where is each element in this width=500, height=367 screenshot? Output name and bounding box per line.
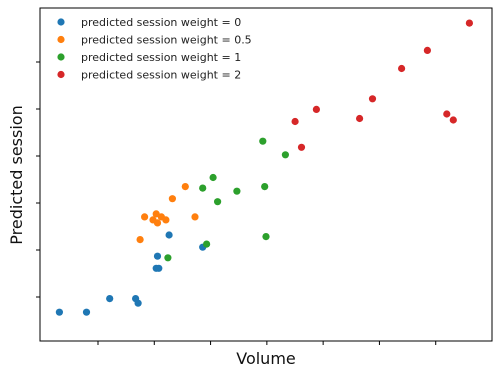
legend-label: predicted session weight = 0.5: [81, 34, 252, 47]
scatter-point-series-1: [153, 219, 162, 227]
legend-label: predicted session weight = 2: [81, 69, 241, 82]
y-axis-label: Predicted session: [7, 105, 26, 244]
scatter-point-series-2: [262, 233, 270, 241]
scatter-point-series-1: [141, 213, 149, 221]
legend: predicted session weight = 0 predicted se…: [57, 16, 252, 82]
scatter-point-series-3: [398, 64, 406, 73]
scatter-point-series-2: [259, 137, 267, 145]
scatter-point-series-3: [356, 114, 364, 123]
legend-marker: [57, 70, 65, 79]
scatter-point-series-0: [155, 264, 163, 272]
scatter-point-series-2: [214, 198, 222, 206]
scatter-point-series-0: [165, 231, 173, 239]
scatter-point-series-2: [233, 187, 241, 195]
scatter-point-series-3: [443, 110, 451, 118]
scatter-point-series-3: [368, 95, 377, 103]
axis-ticks: [36, 61, 437, 345]
plot-frame: [39, 7, 493, 342]
scatter-point-series-2: [164, 254, 172, 262]
scatter-point-series-1: [162, 216, 170, 224]
scatter-point-series-3: [423, 46, 431, 55]
scatter-point-series-1: [168, 195, 176, 203]
x-axis-label: Volume: [236, 349, 296, 367]
legend-marker: [57, 18, 65, 26]
legend-label: predicted session weight = 1: [81, 51, 241, 64]
scatter-point-series-2: [199, 184, 207, 192]
legend-label: predicted session weight = 0: [81, 16, 241, 29]
legend-marker: [57, 35, 65, 44]
scatter-point-series-3: [312, 105, 320, 113]
scatter-point-series-0: [55, 308, 64, 316]
scatter-point-series-2: [209, 173, 217, 182]
scatter-point-series-3: [465, 19, 473, 27]
scatter-point-series-3: [297, 143, 306, 151]
scatter-point-series-3: [291, 117, 299, 126]
scatter-point-series-1: [181, 183, 189, 191]
scatter-point-series-0: [106, 295, 114, 303]
data-points: [55, 19, 473, 316]
scatter-point-series-0: [153, 252, 162, 260]
scatter-point-series-3: [449, 116, 457, 124]
scatter-point-series-2: [261, 183, 269, 191]
scatter-point-series-0: [82, 308, 91, 316]
scatter-point-series-2: [281, 151, 289, 159]
scatter-point-series-1: [191, 213, 199, 221]
legend-marker: [57, 53, 65, 61]
scatter-point-series-1: [136, 236, 144, 244]
scatter-point-series-1: [152, 210, 160, 218]
scatter-point-series-0: [134, 299, 142, 307]
scatter-point-series-2: [203, 240, 211, 248]
